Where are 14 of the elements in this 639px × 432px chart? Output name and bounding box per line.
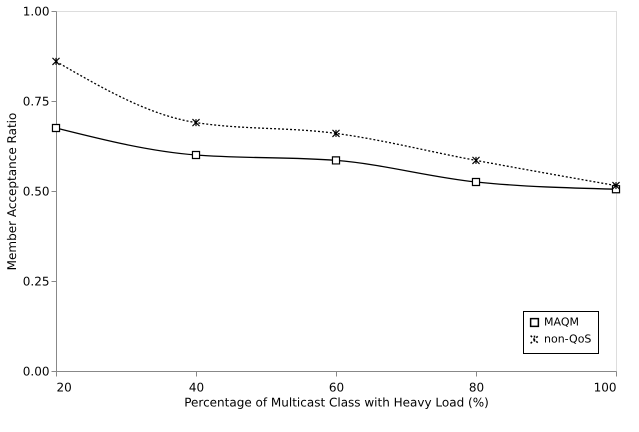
legend-label: non-QoS: [544, 332, 592, 346]
y-axis-title: Member Acceptance Ratio: [4, 112, 19, 270]
y-tick-label: 0.50: [22, 184, 50, 198]
x-tick-label: 80: [468, 380, 484, 394]
legend-label: MAQM: [544, 316, 579, 328]
y-tick-label: 0.75: [22, 94, 50, 108]
x-tick-label: 20: [56, 380, 72, 394]
y-tick-label: 0.25: [22, 274, 50, 288]
x-tick-label: 40: [188, 380, 204, 394]
y-tick-label: 1.00: [22, 4, 50, 18]
x-axis-title: Percentage of Multicast Class with Heavy Load (%): [184, 396, 489, 410]
x-tick-label: 100: [594, 380, 616, 394]
x-tick-label: 60: [328, 380, 344, 394]
y-tick-label: 0.00: [22, 364, 50, 378]
